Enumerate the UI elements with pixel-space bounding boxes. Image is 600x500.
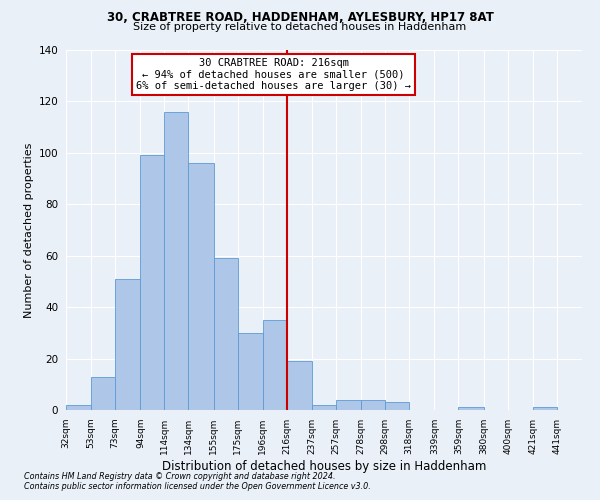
Text: 30 CRABTREE ROAD: 216sqm
← 94% of detached houses are smaller (500)
6% of semi-d: 30 CRABTREE ROAD: 216sqm ← 94% of detach… [136,58,411,91]
X-axis label: Distribution of detached houses by size in Haddenham: Distribution of detached houses by size … [162,460,486,472]
Bar [458,408,484,410]
Text: Contains HM Land Registry data © Crown copyright and database right 2024.: Contains HM Land Registry data © Crown c… [24,472,335,481]
Text: 30, CRABTREE ROAD, HADDENHAM, AYLESBURY, HP17 8AT: 30, CRABTREE ROAD, HADDENHAM, AYLESBURY,… [107,11,493,24]
Bar [263,320,287,410]
Bar [238,333,263,410]
Y-axis label: Number of detached properties: Number of detached properties [25,142,34,318]
Bar [287,361,312,410]
Text: Size of property relative to detached houses in Haddenham: Size of property relative to detached ho… [133,22,467,32]
Bar [91,376,115,410]
Bar [164,112,188,410]
Bar [115,279,140,410]
Bar [385,402,409,410]
Bar [66,405,91,410]
Bar [312,405,336,410]
Bar [361,400,385,410]
Bar [336,400,361,410]
Bar [140,156,164,410]
Bar [188,163,214,410]
Bar [533,408,557,410]
Text: Contains public sector information licensed under the Open Government Licence v3: Contains public sector information licen… [24,482,371,491]
Bar [214,258,238,410]
